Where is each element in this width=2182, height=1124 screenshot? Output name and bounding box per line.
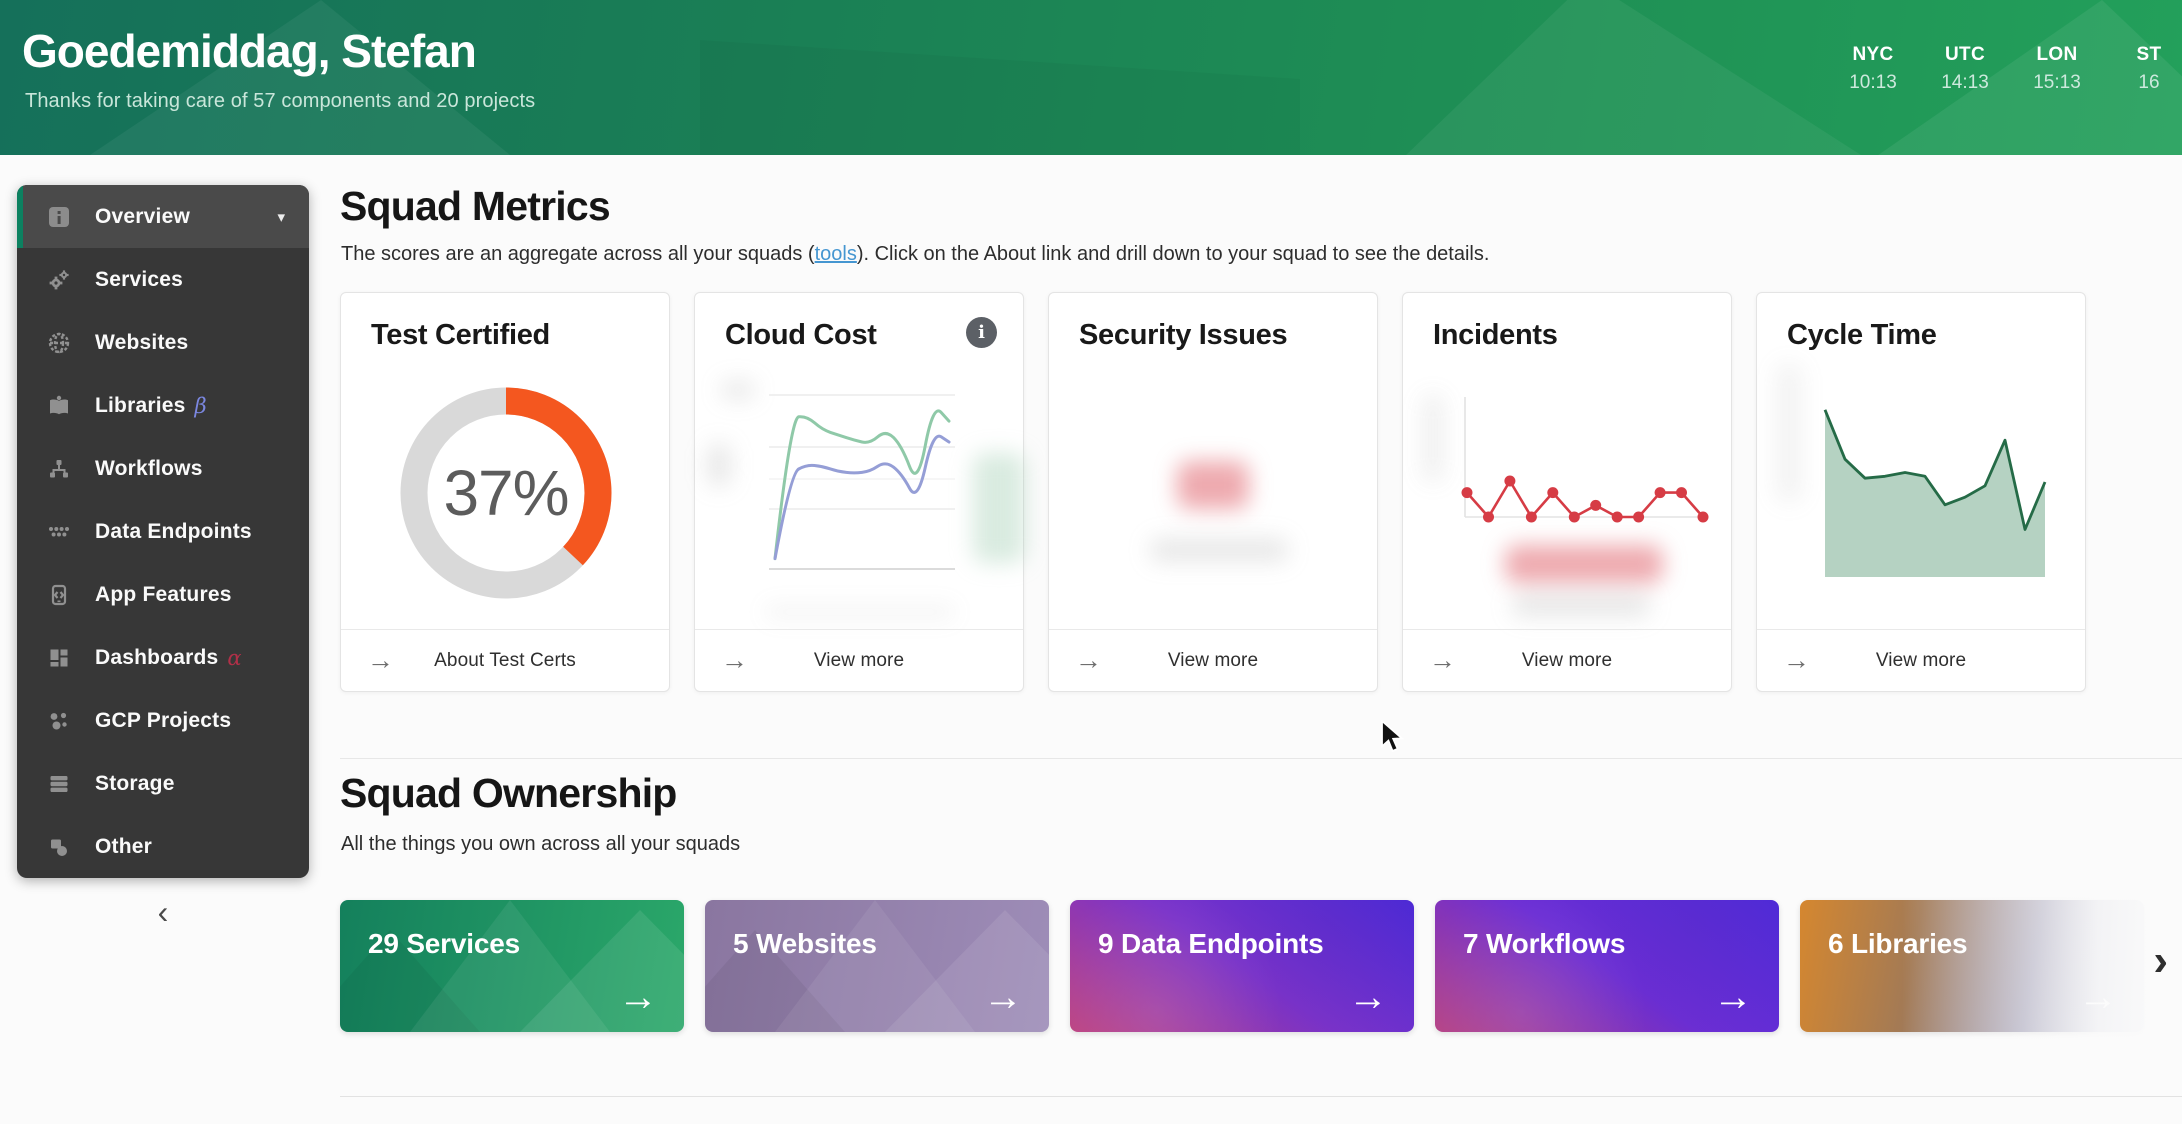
cycle-time-area-chart: [1823, 409, 2047, 577]
donut-percentage-label: 37%: [443, 457, 569, 529]
view-more-button[interactable]: → View more: [1403, 629, 1731, 691]
sidebar-item-app-features[interactable]: App Features: [17, 563, 309, 626]
redacted-caption: [1511, 593, 1651, 617]
arrow-right-icon: →: [1783, 645, 1810, 675]
redacted-axis-label: [707, 443, 731, 487]
view-more-button[interactable]: → View more: [1049, 629, 1377, 691]
workflow-icon: [45, 457, 73, 481]
ownership-cards-row: 29 Services → 5 Websites → 9 Data Endpoi…: [340, 900, 2144, 1032]
info-icon[interactable]: i: [966, 317, 997, 348]
sidebar-item-dashboards[interactable]: Dashboards α: [17, 626, 309, 689]
redacted-incident-value: [1505, 545, 1663, 583]
page-greeting-subtitle: Thanks for taking care of 57 components …: [25, 90, 536, 112]
blob-decoration: [1435, 900, 1779, 1032]
card-title: Security Issues: [1079, 319, 1288, 351]
view-more-button[interactable]: → View more: [695, 629, 1023, 691]
arrow-right-icon: →: [1348, 975, 1388, 1019]
header-triangle-decoration: [700, 40, 1300, 155]
beta-badge: β: [194, 393, 207, 418]
main-navigation-sidebar: Overview ▾ Services Websites Libraries β…: [17, 185, 309, 878]
card-title: Cloud Cost: [725, 319, 877, 351]
timezone-utc: UTC 14:13: [1941, 44, 1989, 93]
test-certified-donut-chart: 37%: [390, 377, 622, 609]
ownership-card-workflows[interactable]: 7 Workflows →: [1435, 900, 1779, 1032]
sidebar-item-libraries[interactable]: Libraries β: [17, 374, 309, 437]
storage-icon: [45, 772, 73, 796]
about-test-certs-button[interactable]: → About Test Certs: [341, 629, 669, 691]
redacted-axis-label: [1775, 363, 1803, 503]
chevron-down-icon[interactable]: ▾: [277, 208, 285, 226]
section-divider: [340, 1096, 2182, 1097]
squad-metrics-description: The scores are an aggregate across all y…: [341, 243, 1490, 265]
metric-card-cycle-time: Cycle Time → View more: [1756, 292, 2086, 692]
sidebar-item-other[interactable]: Other: [17, 815, 309, 878]
arrow-right-icon: →: [983, 975, 1023, 1019]
timezone-sto-clipped: ST 16: [2136, 44, 2162, 93]
section-divider: [340, 758, 2182, 759]
metric-card-cloud-cost: Cloud Cost i → View more: [694, 292, 1025, 692]
ownership-card-libraries[interactable]: 6 Libraries →: [1800, 900, 2144, 1032]
greeting-header: Goedemiddag, Stefan Thanks for taking ca…: [0, 0, 2182, 155]
arrow-right-icon: →: [1075, 645, 1102, 675]
endpoints-icon: [45, 520, 73, 544]
arrow-right-icon: →: [1713, 975, 1753, 1019]
metric-card-security-issues: Security Issues → View more: [1048, 292, 1378, 692]
dashboards-icon: [45, 646, 73, 670]
sidebar-item-services[interactable]: Services: [17, 248, 309, 311]
book-icon: [45, 394, 73, 418]
arrow-right-icon: →: [2078, 975, 2118, 1019]
ownership-card-data-endpoints[interactable]: 9 Data Endpoints →: [1070, 900, 1414, 1032]
card-title: Cycle Time: [1787, 319, 1937, 351]
card-title: Incidents: [1433, 319, 1558, 351]
ownership-card-services[interactable]: 29 Services →: [340, 900, 684, 1032]
arrow-right-icon: →: [721, 645, 748, 675]
sidebar-item-workflows[interactable]: Workflows: [17, 437, 309, 500]
ownership-card-websites[interactable]: 5 Websites →: [705, 900, 1049, 1032]
gcp-icon: [45, 709, 73, 733]
squad-ownership-description: All the things you own across all your s…: [341, 833, 741, 855]
gears-icon: [45, 268, 73, 292]
sidebar-collapse-button[interactable]: ‹: [157, 894, 169, 930]
squad-metrics-title: Squad Metrics: [340, 183, 611, 229]
view-more-button[interactable]: → View more: [1757, 629, 2085, 691]
other-icon: [45, 835, 73, 859]
redacted-axis-label: [1421, 393, 1445, 483]
timezone-clocks: NYC 10:13 UTC 14:13 LON 15:13 ST 16: [1846, 44, 2176, 94]
tools-link[interactable]: tools: [814, 243, 857, 265]
sidebar-item-gcp-projects[interactable]: GCP Projects: [17, 689, 309, 752]
mouse-cursor: [1381, 720, 1405, 753]
arrow-right-icon: →: [618, 975, 658, 1019]
header-triangle-decoration: [1380, 0, 1900, 155]
metric-card-test-certified: Test Certified 37% → About Test Certs: [340, 292, 670, 692]
redacted-overlay: [973, 453, 1025, 563]
cloud-cost-line-chart: [769, 394, 955, 570]
page-greeting-title: Goedemiddag, Stefan: [22, 25, 477, 77]
globe-icon: [45, 331, 73, 355]
redacted-security-count: [1177, 461, 1249, 509]
blob-decoration: [1070, 900, 1414, 1032]
redacted-axis-label: [721, 381, 755, 399]
card-title: Test Certified: [371, 319, 550, 351]
redacted-axis-label: [765, 605, 955, 619]
redacted-caption: [1149, 538, 1289, 562]
arrow-right-icon: →: [367, 645, 394, 675]
metric-cards-row: Test Certified 37% → About Test Certs Cl…: [340, 292, 2086, 692]
timezone-nyc: NYC 10:13: [1849, 44, 1897, 93]
alpha-badge: α: [227, 645, 242, 670]
app-features-icon: [45, 583, 73, 607]
carousel-next-button[interactable]: ›: [2153, 936, 2168, 985]
timezone-lon: LON 15:13: [2033, 44, 2081, 93]
sidebar-item-storage[interactable]: Storage: [17, 752, 309, 815]
metric-card-incidents: Incidents → View more: [1402, 292, 1732, 692]
incidents-line-chart: [1461, 397, 1709, 523]
sidebar-item-overview[interactable]: Overview ▾: [17, 185, 309, 248]
sidebar-item-websites[interactable]: Websites: [17, 311, 309, 374]
squad-ownership-title: Squad Ownership: [340, 770, 677, 816]
sidebar-item-data-endpoints[interactable]: Data Endpoints: [17, 500, 309, 563]
arrow-right-icon: →: [1429, 645, 1456, 675]
info-icon: [45, 205, 73, 229]
